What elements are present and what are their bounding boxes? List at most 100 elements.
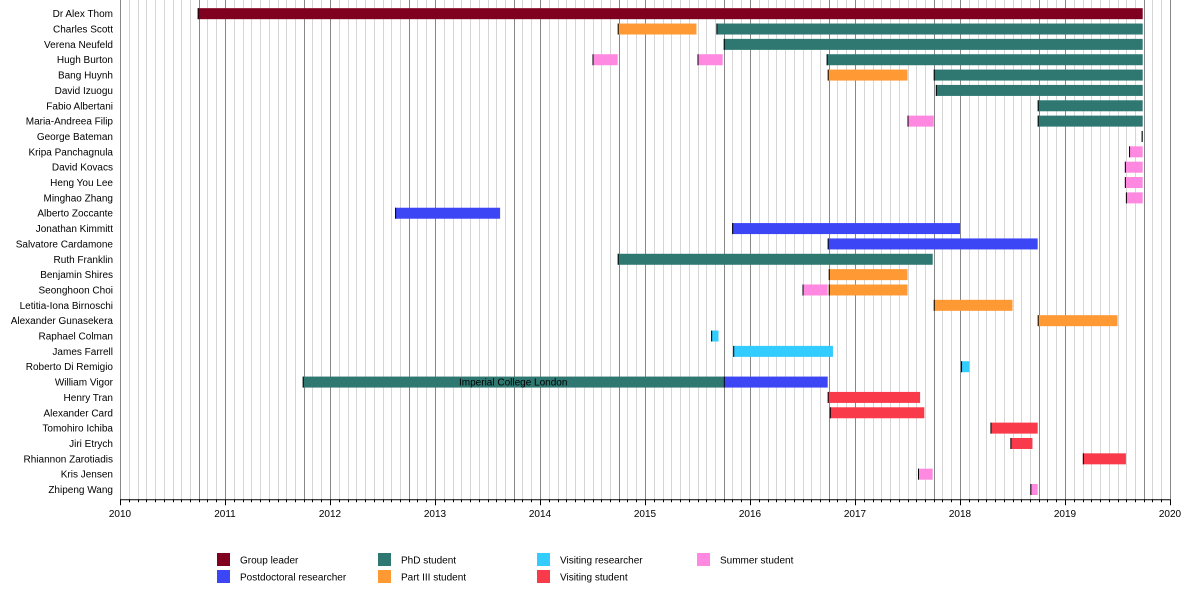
person-label: David Kovacs	[52, 163, 113, 174]
legend-label-summer: Summer student	[720, 556, 794, 567]
person-label: Dr Alex Thom	[53, 9, 113, 20]
bar-label: Imperial College London	[459, 378, 567, 389]
bar-summer	[918, 468, 933, 480]
x-tick-label: 2019	[1054, 509, 1077, 520]
person-label: Verena Neufeld	[44, 40, 113, 51]
person-label: Jonathan Kimmitt	[36, 224, 113, 235]
bar-part3	[1037, 315, 1118, 327]
person-label: Heng You Lee	[50, 178, 113, 189]
bar-summer	[1124, 161, 1143, 173]
person-label: Ruth Franklin	[54, 255, 113, 266]
x-tick-label: 2013	[424, 509, 447, 520]
legend-swatch-part3	[378, 570, 391, 583]
person-label: David Izuogu	[55, 86, 113, 97]
bar-summer	[592, 54, 618, 66]
person-label: Seonghoon Choi	[38, 285, 113, 296]
person-label: James Farrell	[52, 347, 113, 358]
legend-swatch-group_leader	[217, 553, 230, 566]
legend-swatch-visiting_student	[537, 570, 550, 583]
bar-phd	[933, 69, 1143, 81]
bar-part3	[933, 299, 1013, 311]
x-tick-label: 2015	[634, 509, 657, 520]
x-tick-label: 2012	[319, 509, 342, 520]
person-label: Fabio Albertani	[46, 101, 113, 112]
bar-summer	[802, 284, 828, 296]
person-label: Minghao Zhang	[44, 193, 114, 204]
person-label: Kripa Panchagnula	[28, 147, 113, 158]
bar-postdoc	[723, 376, 828, 388]
bar-phd	[302, 376, 724, 388]
bar-part3	[828, 284, 908, 296]
legend-label-visiting_student: Visiting student	[560, 573, 628, 584]
bar-postdoc	[395, 207, 501, 219]
bar-summer	[1129, 146, 1143, 158]
bar-visiting_student	[829, 407, 925, 419]
person-label: Charles Scott	[53, 25, 113, 36]
x-tick-label: 2011	[214, 509, 236, 520]
person-label: William Vigor	[55, 378, 114, 389]
person-label: Henry Tran	[64, 393, 113, 404]
legend-label-group_leader: Group leader	[240, 556, 299, 567]
bar-visiting_researcher	[711, 330, 719, 342]
person-label: Hugh Burton	[57, 55, 113, 66]
bar-visiting_student	[1082, 453, 1126, 465]
bar-phd	[935, 84, 1143, 96]
person-label: Rhiannon Zarotiadis	[24, 454, 114, 465]
x-tick-label: 2020	[1159, 509, 1182, 520]
bar-phd	[716, 23, 1143, 35]
person-label: George Bateman	[37, 132, 113, 143]
x-tick-label: 2014	[529, 509, 552, 520]
bars: Imperial College London	[197, 8, 1143, 496]
bar-summer	[697, 54, 723, 66]
bar-part3	[617, 23, 697, 35]
bar-phd	[723, 38, 1143, 50]
person-label: Zhipeng Wang	[48, 485, 113, 496]
bar-phd	[826, 54, 1143, 66]
person-label: Bang Huynh	[58, 71, 113, 82]
legend-swatch-summer	[697, 553, 710, 566]
person-label: Alexander Card	[44, 408, 113, 419]
person-label: Salvatore Cardamone	[16, 239, 114, 250]
legend: Group leader Postdoctoral researcher PhD s…	[217, 553, 794, 584]
person-labels: Dr Alex Thom Charles Scott Verena Neufeld H…	[11, 9, 114, 496]
bar-postdoc	[827, 238, 1038, 250]
person-label: Alberto Zoccante	[37, 209, 113, 220]
legend-swatch-postdoc	[217, 570, 230, 583]
person-label: Tomohiro Ichiba	[42, 424, 113, 435]
x-axis: 2010 2011 2012 2013 2014 2015 2016 2017 2018 2019…	[109, 499, 1182, 520]
person-label: Raphael Colman	[39, 332, 114, 343]
person-label: Alexander Gunasekera	[11, 316, 114, 327]
bar-summer	[1124, 177, 1143, 189]
legend-label-phd: PhD student	[401, 556, 456, 567]
bar-summer	[1125, 192, 1143, 204]
person-label: Kris Jensen	[61, 470, 113, 481]
bar-phd	[617, 253, 933, 265]
legend-label-postdoc: Postdoctoral researcher	[240, 573, 347, 584]
person-label: Roberto Di Remigio	[26, 362, 114, 373]
bar-visiting_student	[990, 422, 1038, 434]
person-label: Maria-Andreea Filip	[26, 117, 114, 128]
legend-swatch-visiting_researcher	[537, 553, 550, 566]
bar-phd	[1037, 100, 1143, 112]
bar-group_leader	[197, 8, 1143, 20]
person-label: Benjamin Shires	[40, 270, 113, 281]
bar-part3	[828, 269, 908, 281]
x-tick-label: 2010	[109, 509, 132, 520]
bar-part3	[827, 69, 908, 81]
bar-summer	[907, 115, 934, 127]
legend-label-visiting_researcher: Visiting researcher	[560, 556, 643, 567]
bar-visiting_researcher	[961, 361, 970, 373]
legend-swatch-phd	[378, 553, 391, 566]
legend-label-part3: Part III student	[401, 573, 466, 584]
bar-summer	[1030, 484, 1038, 496]
bar-visiting_student	[827, 391, 921, 403]
x-tick-label: 2018	[949, 509, 972, 520]
person-label: Letitia-Iona Birnoschi	[20, 301, 113, 312]
x-tick-label: 2016	[739, 509, 762, 520]
bar-visiting_student	[1010, 437, 1033, 449]
bar-postdoc	[732, 223, 960, 235]
bar-visiting_researcher	[733, 345, 833, 357]
x-tick-label: 2017	[844, 509, 867, 520]
grid-lines	[120, 0, 1171, 500]
